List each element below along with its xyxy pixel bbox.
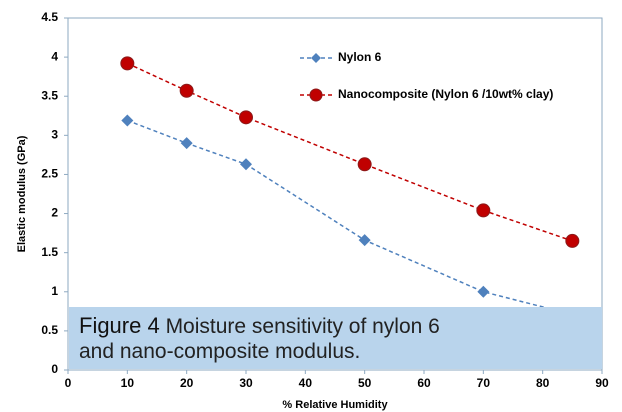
x-tick-label: 60 bbox=[417, 376, 431, 390]
x-tick-label: 90 bbox=[595, 376, 609, 390]
x-tick-label: 0 bbox=[65, 376, 72, 390]
y-axis-label: Elastic modulus (GPa) bbox=[16, 135, 28, 252]
marker bbox=[477, 285, 490, 298]
series-line bbox=[127, 62, 573, 242]
y-tick-label: 2 bbox=[51, 206, 58, 220]
y-tick-label: 4.5 bbox=[41, 10, 58, 24]
marker bbox=[565, 233, 580, 248]
caption-text: Moisture sensitivity of nylon 6 and nano… bbox=[79, 315, 440, 363]
marker bbox=[239, 110, 253, 125]
marker bbox=[179, 83, 194, 98]
marker bbox=[358, 234, 371, 247]
y-tick-label: 1.5 bbox=[41, 245, 58, 259]
marker bbox=[357, 157, 372, 172]
y-tick-label: 0 bbox=[51, 362, 58, 376]
marker bbox=[121, 114, 134, 127]
x-tick-label: 10 bbox=[121, 376, 135, 390]
x-tick-label: 50 bbox=[358, 376, 372, 390]
x-tick-label: 70 bbox=[477, 376, 491, 390]
legend-marker bbox=[311, 53, 321, 63]
x-tick-label: 20 bbox=[180, 376, 194, 390]
marker bbox=[240, 158, 252, 171]
series-line bbox=[127, 119, 573, 316]
caption-box: Figure 4 Moisture sensitivity of nylon 6… bbox=[69, 307, 602, 369]
legend-label: Nylon 6 bbox=[338, 50, 382, 64]
x-tick-label: 80 bbox=[536, 376, 550, 390]
legend-marker bbox=[309, 88, 323, 102]
y-tick-label: 2.5 bbox=[41, 167, 58, 181]
y-tick-label: 4 bbox=[51, 49, 58, 63]
x-axis-label: % Relative Humidity bbox=[282, 399, 388, 411]
x-tick-label: 30 bbox=[239, 376, 253, 390]
y-tick-label: 3 bbox=[51, 128, 58, 142]
marker bbox=[120, 56, 135, 71]
marker bbox=[180, 137, 193, 150]
y-tick-label: 0.5 bbox=[41, 323, 58, 337]
legend-label: Nanocomposite (Nylon 6 /10wt% clay) bbox=[338, 87, 553, 101]
y-tick-label: 1 bbox=[51, 284, 58, 298]
caption-label: Figure 4 bbox=[79, 313, 160, 338]
marker bbox=[476, 203, 491, 218]
caption: Figure 4 Moisture sensitivity of nylon 6… bbox=[79, 313, 479, 364]
y-tick-label: 3.5 bbox=[41, 88, 58, 102]
x-tick-label: 40 bbox=[299, 376, 313, 390]
